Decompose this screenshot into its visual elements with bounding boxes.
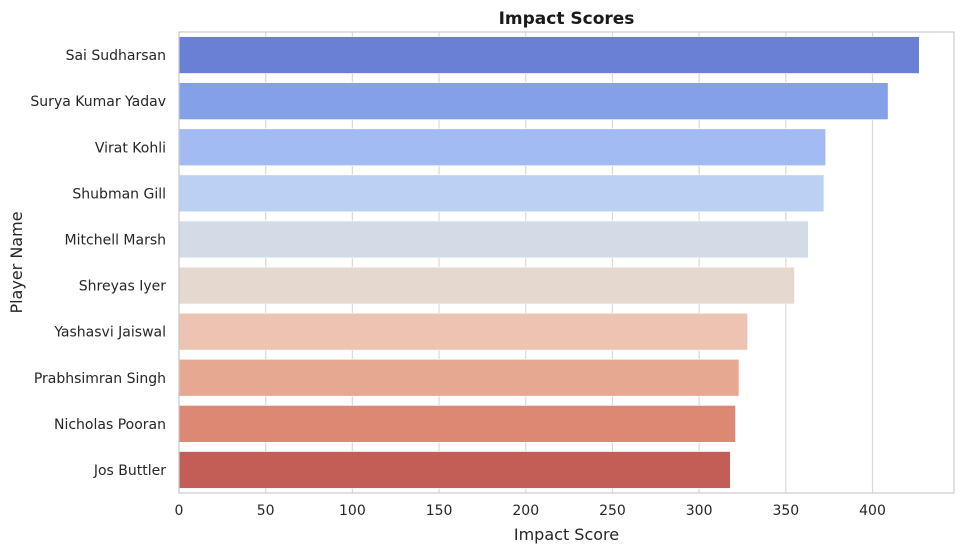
bar (178, 359, 740, 397)
bar (178, 451, 731, 489)
x-tick-label: 250 (599, 503, 626, 519)
x-axis-label: Impact Score (514, 525, 619, 544)
bar (178, 82, 889, 120)
x-tick-label: 50 (257, 503, 275, 519)
y-tick-label: Shubman Gill (72, 186, 166, 202)
bar (178, 36, 920, 74)
bars (178, 36, 920, 489)
y-tick-label: Surya Kumar Yadav (30, 94, 166, 110)
y-tick-label: Jos Buttler (93, 463, 166, 479)
y-tick-label: Mitchell Marsh (65, 232, 166, 248)
plot-frame (178, 31, 955, 494)
y-axis-labels: Sai Sudharsan Surya Kumar Yadav Virat Kohl… (30, 48, 166, 479)
x-tick-label: 0 (175, 503, 184, 519)
bar (178, 312, 748, 351)
y-tick-label: Virat Kohli (95, 140, 166, 156)
y-tick-label: Prabhsimran Singh (34, 371, 166, 387)
bar (178, 266, 795, 305)
y-tick-label: Nicholas Pooran (54, 417, 166, 433)
y-tick-label: Shreyas Iyer (79, 279, 166, 295)
x-tick-label: 150 (426, 503, 453, 519)
y-tick-label: Yashasvi Jaiswal (53, 325, 166, 341)
bar (178, 128, 827, 166)
x-tick-label: 350 (772, 503, 799, 519)
x-axis-ticks: 0 50 100 150 200 250 300 350 400 (175, 503, 886, 519)
chart-title: Impact Scores (499, 9, 635, 29)
y-tick-label: Sai Sudharsan (66, 48, 166, 64)
bar (178, 405, 736, 443)
x-tick-label: 100 (339, 503, 366, 519)
x-tick-label: 300 (686, 503, 713, 519)
x-tick-label: 400 (859, 503, 886, 519)
x-tick-label: 200 (512, 503, 539, 519)
bar (178, 174, 825, 213)
bar (178, 220, 809, 259)
y-axis-label: Player Name (7, 211, 26, 313)
